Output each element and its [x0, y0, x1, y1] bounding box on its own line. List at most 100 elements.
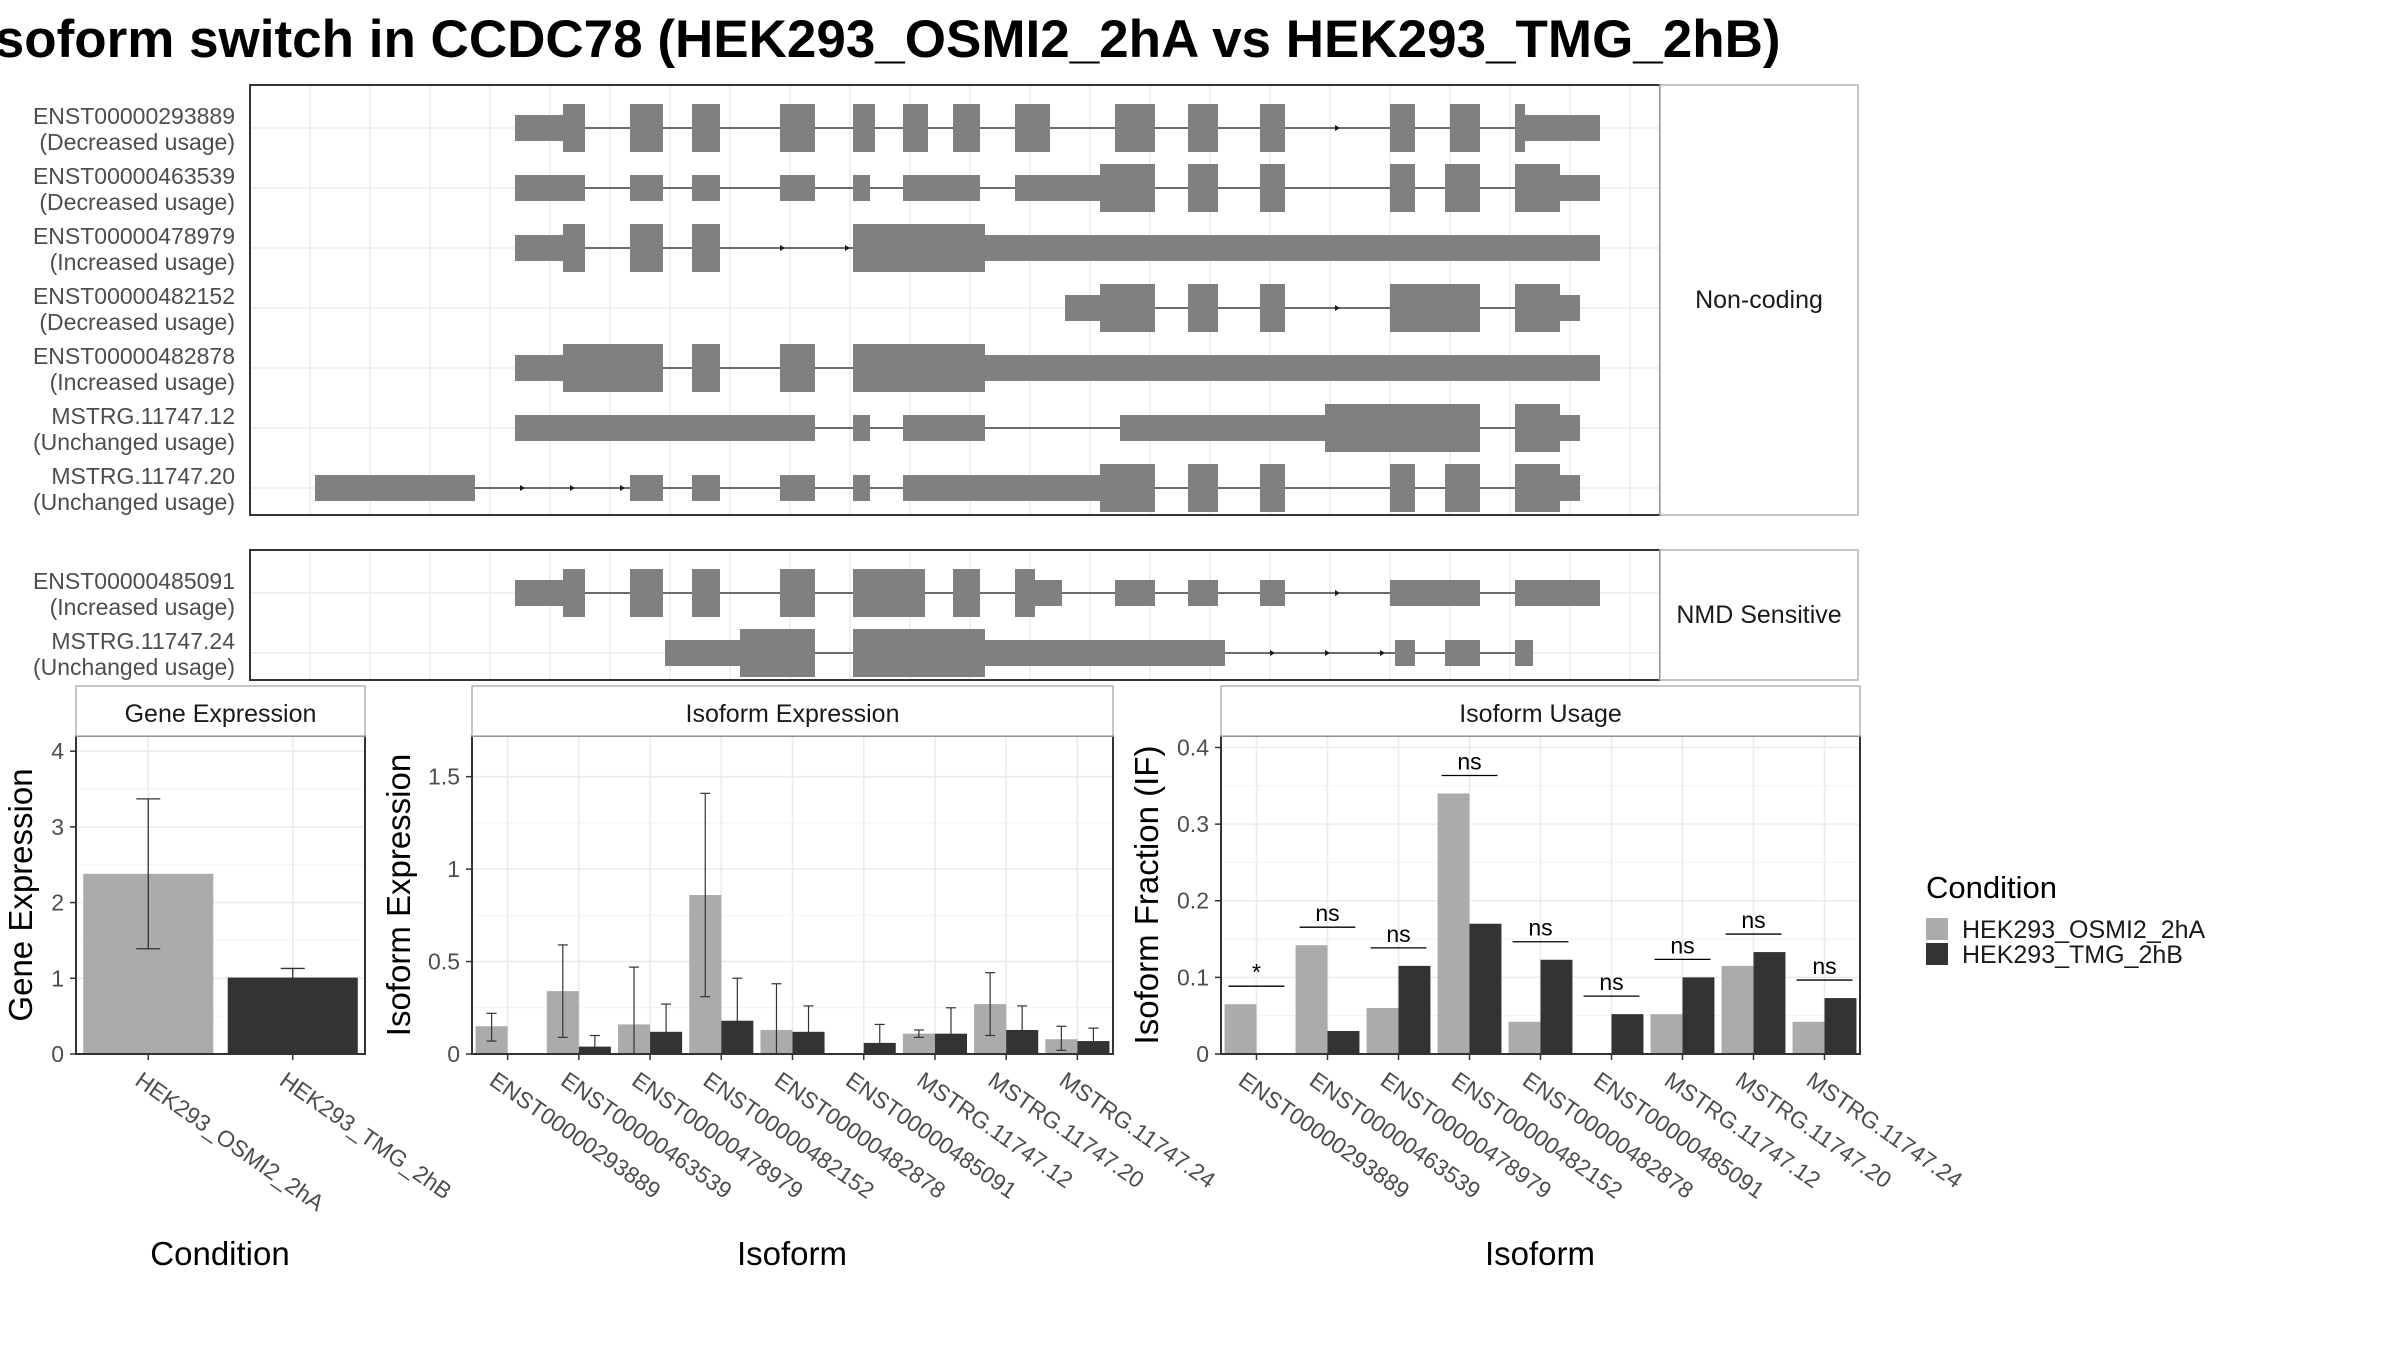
exon-block	[740, 629, 815, 677]
intron-arrow-icon	[620, 485, 625, 491]
exon-block	[1515, 580, 1600, 606]
intron-arrow-icon	[1335, 590, 1340, 596]
exon-block	[515, 115, 563, 141]
intron-arrow-icon	[1270, 650, 1275, 656]
exon-block	[563, 104, 585, 152]
exon-block	[630, 175, 663, 201]
transcript-id-label: MSTRG.11747.20	[51, 463, 235, 489]
legend-title: Condition	[1926, 870, 2057, 905]
transcript-usage-label: (Increased usage)	[50, 594, 235, 620]
exon-block	[1525, 115, 1600, 141]
exon-block	[1395, 640, 1415, 666]
exon-block	[1515, 640, 1533, 666]
chart-panel-3: * ns ns ns ns ns ns ns ns Isoform Usage 0 0.1 0.2 0.3…	[1128, 685, 1968, 1272]
exon-block	[1445, 164, 1480, 212]
exon-block	[1560, 475, 1580, 501]
intron-arrow-icon	[1335, 125, 1340, 131]
y-tick-label: 1.5	[428, 764, 460, 790]
exon-block	[953, 569, 980, 617]
exon-block	[1015, 104, 1050, 152]
exon-block	[853, 569, 925, 617]
transcript-usage-label: (Increased usage)	[50, 369, 235, 395]
exon-block	[1515, 104, 1525, 152]
transcript-structure-panels: ENST00000293889(Decreased usage)ENST0000…	[33, 84, 1859, 681]
intron-arrow-icon	[1325, 650, 1330, 656]
y-axis-title: Isoform Fraction (IF)	[1128, 746, 1165, 1045]
bar-cond-b	[227, 977, 358, 1054]
transcript-usage-label: (Unchanged usage)	[33, 429, 235, 455]
significance-label: ns	[1812, 953, 1836, 979]
y-tick-label: 1	[51, 965, 64, 991]
exon-block	[780, 104, 815, 152]
y-tick-label: 4	[51, 738, 64, 764]
exon-block	[563, 224, 585, 272]
exon-block	[853, 344, 985, 392]
y-tick-label: 0.2	[1177, 888, 1209, 914]
transcript-usage-label: (Increased usage)	[50, 249, 235, 275]
y-tick-label: 0.1	[1177, 964, 1209, 990]
exon-block	[692, 344, 720, 392]
exon-block	[1120, 415, 1325, 441]
exon-block	[1188, 104, 1218, 152]
exon-block	[780, 344, 815, 392]
bar-cond-a	[1366, 1008, 1399, 1054]
transcript-usage-label: (Decreased usage)	[39, 129, 235, 155]
x-axis-title: Condition	[150, 1235, 289, 1272]
intron-arrow-icon	[570, 485, 575, 491]
transcript-id-label: ENST00000482878	[33, 343, 235, 369]
bar-cond-a	[1437, 793, 1470, 1054]
exon-block	[630, 569, 663, 617]
y-tick-label: 0	[51, 1041, 64, 1067]
exon-block	[1390, 580, 1480, 606]
chart-strip-label: Isoform Usage	[1459, 700, 1622, 728]
exon-block	[563, 569, 585, 617]
exon-block	[1390, 464, 1415, 512]
exon-block	[1260, 580, 1285, 606]
exon-block	[1260, 464, 1285, 512]
exon-block	[1115, 580, 1155, 606]
structure-strip-box	[1659, 84, 1859, 516]
chart-strip-box	[75, 685, 366, 737]
intron-arrow-icon	[1380, 650, 1385, 656]
exon-block	[903, 415, 985, 441]
transcript-usage-label: (Decreased usage)	[39, 309, 235, 335]
exon-block	[692, 104, 720, 152]
exon-block	[1035, 580, 1062, 606]
significance-label: ns	[1670, 932, 1694, 958]
y-tick-label: 0.3	[1177, 811, 1209, 837]
bar-cond-a	[1721, 965, 1754, 1054]
exon-block	[985, 355, 1600, 381]
bar-cond-b	[1611, 1014, 1644, 1054]
exon-block	[985, 640, 1225, 666]
bar-cond-b	[1753, 952, 1786, 1054]
transcript-id-label: ENST00000485091	[33, 568, 235, 594]
exon-block	[1515, 284, 1560, 332]
significance-label: ns	[1599, 969, 1623, 995]
intron-arrow-icon	[1335, 305, 1340, 311]
exon-block	[1260, 164, 1285, 212]
exon-block	[1100, 284, 1155, 332]
chart-strip-label: Gene Expression	[125, 700, 317, 728]
exon-block	[780, 569, 815, 617]
exon-block	[853, 415, 870, 441]
transcript-id-label: ENST00000478979	[33, 223, 235, 249]
x-axis-title: Isoform	[1485, 1235, 1595, 1272]
y-tick-label: 3	[51, 814, 64, 840]
transcript-usage-label: (Decreased usage)	[39, 189, 235, 215]
exon-block	[515, 580, 563, 606]
transcript-id-label: MSTRG.11747.24	[51, 628, 235, 654]
transcript-usage-label: (Unchanged usage)	[33, 654, 235, 680]
exon-block	[1560, 295, 1580, 321]
exon-block	[563, 344, 663, 392]
exon-block	[853, 175, 870, 201]
exon-block	[1515, 404, 1560, 452]
exon-block	[903, 104, 928, 152]
chart-strip-box	[1220, 685, 1861, 737]
exon-block	[853, 104, 875, 152]
exon-block	[853, 629, 985, 677]
transcript-usage-label: (Unchanged usage)	[33, 489, 235, 515]
transcript-id-label: ENST00000293889	[33, 103, 235, 129]
chart-strip-label: Isoform Expression	[686, 700, 900, 728]
exon-block	[1515, 464, 1560, 512]
